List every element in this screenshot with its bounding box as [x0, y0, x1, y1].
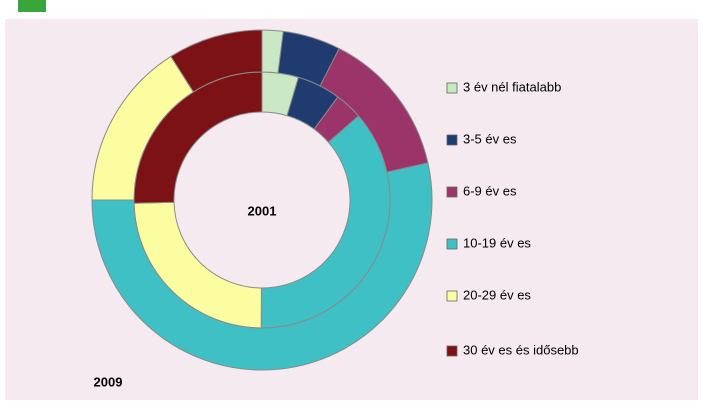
legend-swatch	[446, 238, 458, 250]
legend-label: 3 év nél fiatalabb	[463, 79, 561, 94]
legend-label: 3-5 év es	[463, 131, 517, 146]
legend-swatch	[446, 290, 458, 302]
legend-label: 10-19 év es	[463, 235, 531, 250]
rings	[91, 29, 433, 371]
legend-label: 20-29 év es	[463, 287, 531, 302]
legend-label: 6-9 év es	[463, 183, 517, 198]
legend-swatch	[446, 82, 458, 94]
ring-segment	[170, 29, 263, 93]
header-tab	[18, 0, 46, 12]
inner-ring-label: 2001	[248, 203, 277, 218]
legend: 3 év nél fiatalabb 3-5 év es 6-9 év es 10-1…	[446, 79, 579, 357]
ring-segment	[91, 162, 433, 371]
legend-swatch	[446, 345, 458, 357]
outer-ring-label: 2009	[94, 374, 123, 389]
legend-swatch	[446, 186, 458, 198]
legend-label: 30 év es és idősebb	[463, 342, 579, 357]
legend-swatch	[446, 134, 458, 146]
